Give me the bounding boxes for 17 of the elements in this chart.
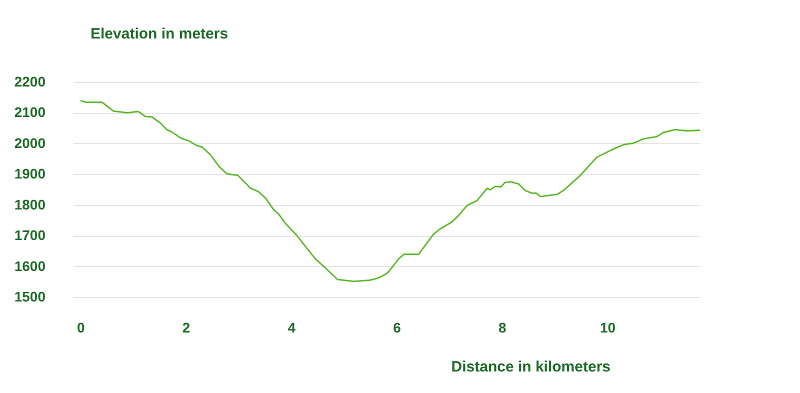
- y-axis-title: Elevation in meters: [90, 26, 228, 42]
- x-tick-label: 10: [600, 320, 616, 336]
- y-tick-label: 1800: [14, 196, 46, 212]
- y-tick-label: 1600: [14, 258, 46, 274]
- y-tick-label: 1700: [14, 227, 46, 244]
- x-tick-label: 0: [76, 320, 85, 336]
- y-tick-label: 1900: [14, 166, 46, 182]
- y-tick-label: 1500: [14, 288, 46, 304]
- x-axis-title: Distance in kilometers: [451, 358, 610, 376]
- y-tick-label: 2000: [14, 134, 46, 151]
- x-tick-label: 4: [288, 320, 296, 336]
- line-series: [80, 100, 700, 282]
- x-tick-label: 6: [393, 320, 402, 336]
- x-tick-label: 2: [182, 320, 190, 336]
- x-tick-label: 8: [498, 320, 506, 336]
- y-tick-label: 2100: [14, 104, 46, 120]
- y-tick-label: 2200: [14, 74, 46, 90]
